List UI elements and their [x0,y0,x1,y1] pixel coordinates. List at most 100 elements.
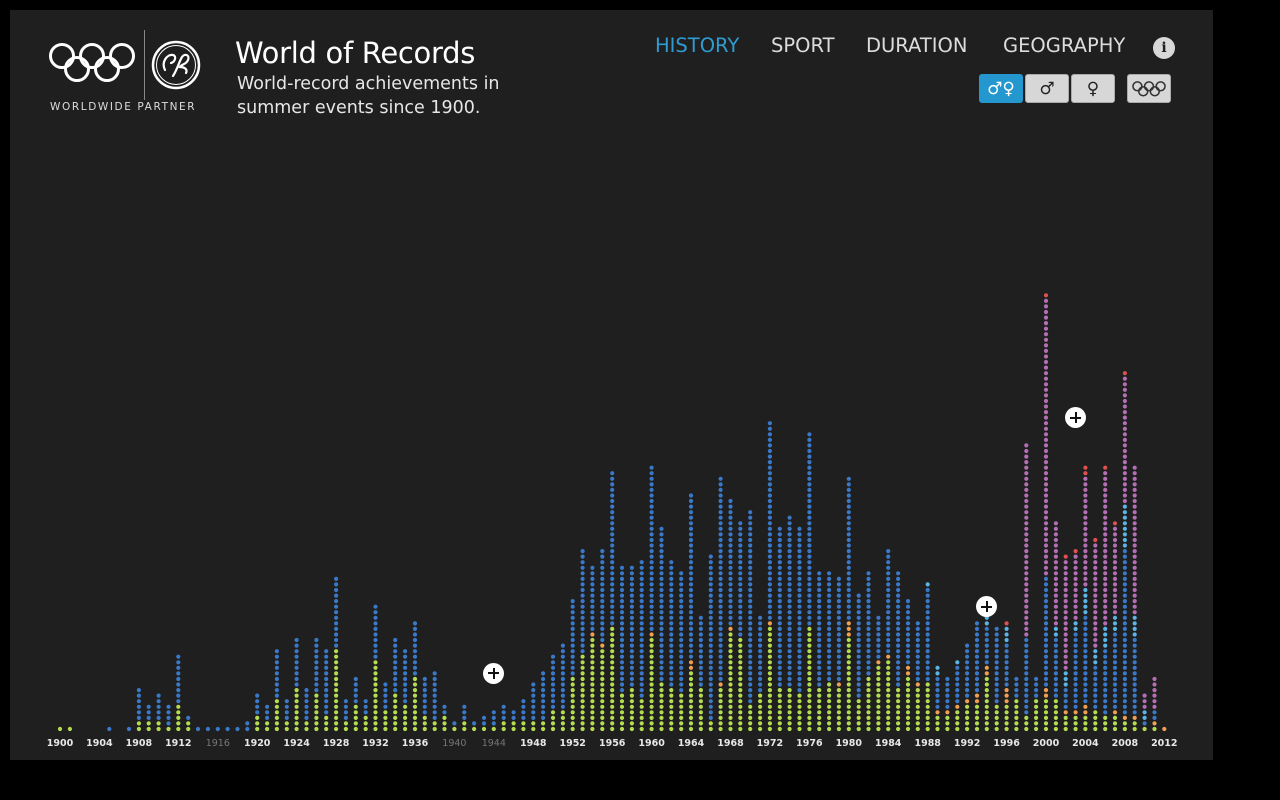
record-dot[interactable] [541,704,546,709]
record-dot[interactable] [1103,482,1108,487]
record-dot[interactable] [432,715,437,721]
record-dot[interactable] [314,654,319,659]
record-dot[interactable] [1122,665,1127,670]
record-dot[interactable] [797,665,802,670]
record-dot[interactable] [373,676,378,682]
record-dot[interactable] [649,682,654,687]
record-dot[interactable] [984,676,989,682]
record-dot[interactable] [580,676,585,682]
record-dot[interactable] [866,710,871,715]
record-dot[interactable] [896,615,901,620]
record-dot[interactable] [649,493,654,498]
record-dot[interactable] [738,660,743,665]
record-dot[interactable] [639,632,644,637]
record-dot[interactable] [176,710,181,715]
record-dot[interactable] [1103,515,1108,520]
record-dot[interactable] [767,676,773,682]
annotation-plus-icon[interactable] [976,596,998,618]
record-dot[interactable] [1053,688,1058,693]
record-dot[interactable] [1053,537,1058,543]
record-dot[interactable] [777,643,782,648]
record-dot[interactable] [1122,448,1127,454]
record-dot[interactable] [274,693,279,698]
record-dot[interactable] [955,715,960,721]
record-dot[interactable] [728,693,733,698]
record-dot[interactable] [807,460,812,465]
record-dot[interactable] [1112,688,1118,693]
record-dot[interactable] [639,571,644,576]
record-dot[interactable] [866,615,871,620]
record-dot[interactable] [836,726,842,732]
record-dot[interactable] [1053,693,1058,698]
record-dot[interactable] [955,726,960,732]
record-dot[interactable] [994,726,999,732]
record-dot[interactable] [403,721,408,726]
record-dot[interactable] [176,676,181,682]
record-dot[interactable] [777,676,782,682]
record-dot[interactable] [846,582,851,587]
record-dot[interactable] [570,654,575,659]
record-dot[interactable] [570,637,575,643]
record-dot[interactable] [1004,654,1009,659]
record-dot[interactable] [817,571,822,576]
record-dot[interactable] [827,654,832,659]
record-dot[interactable] [1132,715,1137,721]
record-dot[interactable] [610,587,615,593]
record-dot[interactable] [1132,526,1137,531]
record-dot[interactable] [1103,599,1108,604]
record-dot[interactable] [1083,560,1088,565]
record-dot[interactable] [1063,571,1068,576]
record-dot[interactable] [1122,643,1127,648]
record-dot[interactable] [1053,593,1058,598]
record-dot[interactable] [1034,715,1039,721]
record-dot[interactable] [1063,704,1068,709]
record-dot[interactable] [945,682,950,687]
record-dot[interactable] [767,726,773,732]
record-dot[interactable] [659,721,664,726]
record-dot[interactable] [728,665,733,670]
record-dot[interactable] [708,610,713,615]
record-dot[interactable] [600,660,605,665]
record-dot[interactable] [758,676,763,682]
record-dot[interactable] [1063,654,1068,659]
record-dot[interactable] [619,654,625,659]
record-dot[interactable] [570,626,575,632]
record-dot[interactable] [984,671,989,676]
record-dot[interactable] [610,510,615,515]
record-dot[interactable] [925,710,930,715]
record-dot[interactable] [363,721,368,726]
record-dot[interactable] [836,643,842,648]
record-dot[interactable] [767,482,773,487]
record-dot[interactable] [807,626,812,632]
record-dot[interactable] [925,671,930,676]
record-dot[interactable] [925,682,930,687]
record-dot[interactable] [797,565,802,570]
record-dot[interactable] [728,498,733,504]
record-dot[interactable] [807,465,812,470]
record-dot[interactable] [787,604,792,609]
record-dot[interactable] [334,676,339,682]
record-dot[interactable] [570,621,575,626]
record-dot[interactable] [324,721,329,726]
record-dot[interactable] [915,715,920,721]
record-dot[interactable] [728,615,733,620]
record-dot[interactable] [915,676,920,682]
record-dot[interactable] [1043,376,1049,381]
tab-sport[interactable]: SPORT [771,34,835,57]
record-dot[interactable] [550,699,556,704]
record-dot[interactable] [777,693,782,698]
record-dot[interactable] [1043,493,1049,498]
record-dot[interactable] [1043,515,1049,520]
record-dot[interactable] [807,571,812,576]
record-dot[interactable] [905,699,911,704]
record-dot[interactable] [915,726,920,732]
record-dot[interactable] [886,615,891,620]
record-dot[interactable] [649,465,654,470]
record-dot[interactable] [1063,626,1068,632]
record-dot[interactable] [343,704,348,709]
record-dot[interactable] [974,715,980,721]
record-dot[interactable] [1103,671,1108,676]
record-dot[interactable] [580,565,585,570]
record-dot[interactable] [856,671,861,676]
record-dot[interactable] [610,560,615,565]
